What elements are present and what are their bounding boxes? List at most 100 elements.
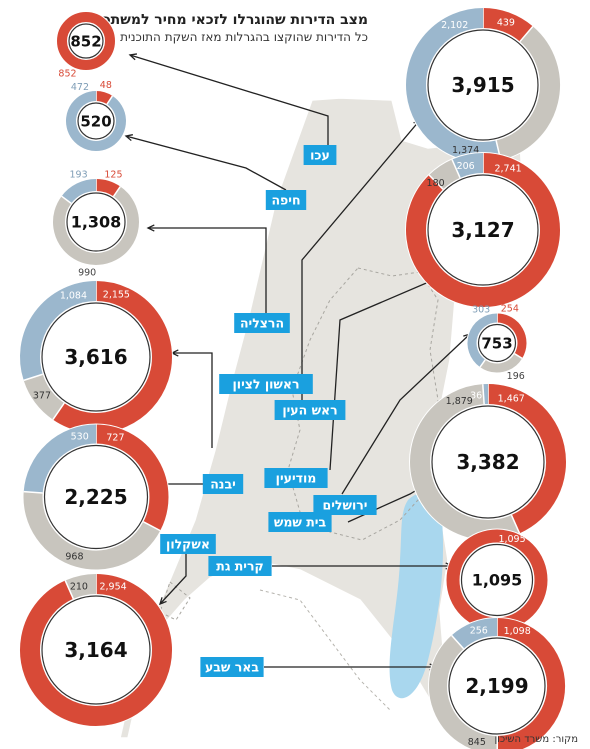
west-bank-border (287, 267, 439, 541)
segment-separator (64, 580, 75, 600)
donut-segment-red (52, 281, 172, 433)
donut-segment-red (20, 574, 172, 726)
donut-segment-blue (23, 424, 97, 494)
city-label-text: ראשון לציון (232, 377, 299, 392)
dead-sea (389, 493, 444, 699)
connector-arrow (172, 352, 213, 448)
segment-value-blue: 303 (472, 305, 490, 316)
donut-bg (445, 528, 549, 632)
donut-charts: 852 852 520 48 472 1,308 125 193 990 3,616 2,155 1,… (19, 7, 567, 749)
segment-value-blue: 256 (470, 625, 488, 636)
donut-total: 3,616 (64, 345, 127, 369)
segment-value-gray: 1,374 (452, 145, 479, 156)
segment-value-red: 2,155 (103, 290, 130, 301)
arrow-head (124, 134, 133, 142)
segment-separator (519, 25, 534, 43)
segment-separator (23, 490, 43, 494)
segment-separator (451, 159, 461, 179)
donut-inner-ring (427, 29, 539, 141)
donut-segment-gray (23, 373, 65, 420)
city-label: ירושלים (313, 495, 377, 515)
segment-value-blue: 530 (71, 432, 89, 443)
donut-total: 3,127 (451, 218, 514, 242)
segment-value-gray: 845 (468, 737, 486, 748)
segment-value-red: 2,954 (99, 582, 126, 593)
donut-segment-blue (451, 618, 498, 650)
city-label: חיפה (265, 190, 307, 210)
donut-inner-ring (427, 174, 539, 286)
segment-separator (61, 195, 72, 204)
city-label: יבנה (202, 474, 244, 494)
donut-segment-red (496, 617, 566, 749)
segment-value-red: 727 (106, 433, 124, 444)
segment-value-red: 254 (501, 303, 519, 314)
city-label-text: אשקלון (166, 537, 210, 552)
donut-inner-ring (448, 637, 546, 735)
donut-segment-blue (61, 179, 97, 204)
donut-segment-gray (480, 353, 523, 373)
segment-separator (143, 521, 161, 532)
segment-value-gray: 968 (65, 552, 83, 563)
city-label: אשקלון (160, 534, 216, 554)
donut-0: 852 852 (56, 11, 116, 80)
donut-8: 753 254 303 196 (466, 303, 528, 382)
donut-total: 852 (70, 32, 101, 50)
donut-inner-ring (41, 595, 151, 705)
segment-value-gray: 377 (33, 390, 51, 401)
donut-total: 520 (80, 112, 111, 130)
city-labels: עכו חיפה הרצליה ראשון לציון יבנה אשקלון ראש הע… (160, 145, 377, 677)
city-label-bg (208, 556, 272, 576)
donut-segment-red (95, 424, 169, 531)
donut-3: 3,616 2,155 1,084 377 (19, 280, 173, 434)
segment-separator (23, 373, 43, 382)
segment-value-red: 1,467 (498, 394, 525, 405)
donut-segment-gray (65, 574, 97, 599)
segment-value-gray: 210 (70, 582, 88, 593)
segment-value-gray: 196 (507, 371, 525, 382)
city-label-bg (219, 374, 313, 394)
segment-value-red: 1,098 (504, 626, 531, 637)
chart-title: מצב הדירות שהוגרלו לזכאי מחיר למשתכן (97, 12, 368, 28)
segment-separator (451, 634, 465, 650)
connector-arrow (341, 333, 471, 495)
connector-arrow (148, 227, 267, 314)
segment-value-red: 125 (104, 170, 122, 181)
segment-value-gray: 990 (78, 268, 96, 279)
donut-segment-red (95, 91, 113, 105)
city-label-bg (234, 313, 290, 333)
donut-segment-blue (467, 313, 498, 368)
segment-value-red: 852 (58, 69, 76, 80)
donut-2: 1,308 125 193 990 (52, 170, 140, 279)
donut-bg (428, 617, 566, 749)
donut-segment-red (406, 153, 560, 307)
donut-total: 3,915 (451, 73, 514, 97)
donut-total: 753 (481, 334, 512, 352)
city-label: ראשון לציון (219, 374, 313, 394)
city-label-text: עכו (310, 148, 330, 163)
connector-arrow (129, 54, 329, 150)
donut-segment-red (95, 179, 121, 197)
donut-segment-gray (495, 26, 560, 160)
segment-separator (514, 353, 523, 360)
donut-segment-gray (410, 384, 520, 540)
segment-value-red: 48 (100, 80, 112, 91)
city-label: ראש העין (274, 400, 346, 420)
city-label: באר שבע (200, 657, 264, 677)
donut-total: 2,199 (465, 674, 528, 698)
donut-1: 520 48 472 (65, 80, 127, 152)
donut-inner-ring (41, 302, 151, 412)
segment-separator (482, 384, 485, 405)
donut-segment-gray (429, 635, 498, 749)
donut-inner-ring (477, 323, 517, 363)
city-label-bg (313, 495, 377, 515)
source-note: מקור: משרד השיכון (494, 734, 578, 745)
city-label-text: יבנה (210, 477, 236, 492)
donut-segment-blue (66, 91, 126, 151)
city-label-bg (303, 145, 337, 165)
city-label: מודיעין (264, 468, 328, 488)
donut-segment-gray (23, 491, 161, 570)
city-label-text: בית שמש (274, 515, 327, 530)
donut-segment-red (482, 8, 533, 42)
city-label: הרצליה (234, 313, 290, 333)
